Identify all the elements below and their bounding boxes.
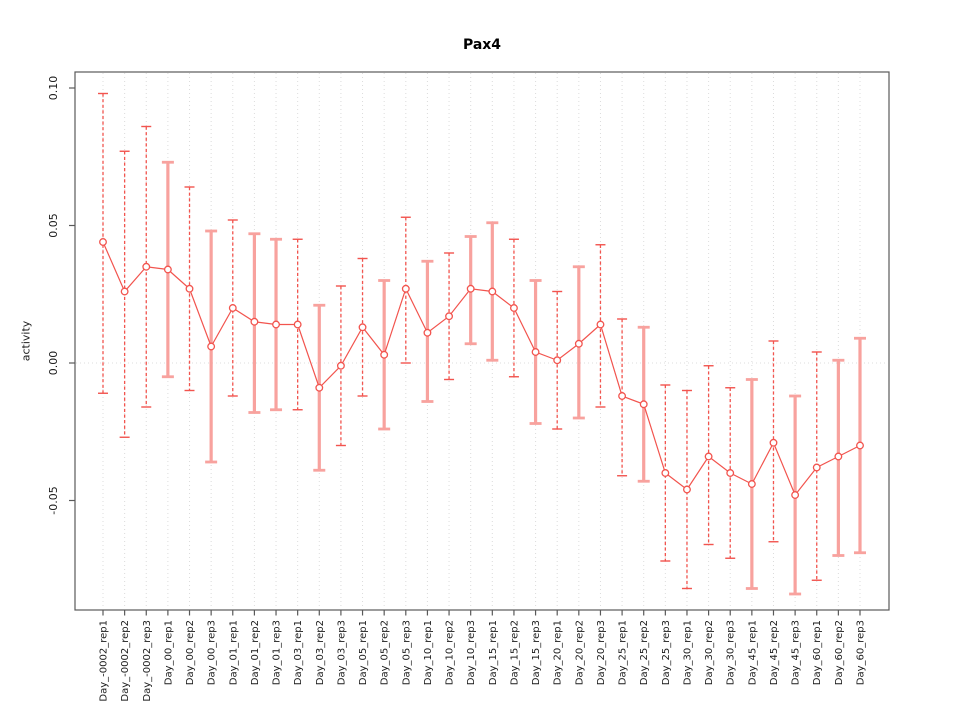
data-point (726, 469, 735, 477)
data-point (336, 361, 345, 370)
data-point (661, 469, 670, 477)
x-tick-label: Day_03_rep3 (336, 620, 347, 685)
x-tick-label: Day_-0002_rep2 (120, 620, 131, 702)
data-point (466, 284, 475, 293)
data-point (142, 262, 151, 271)
x-tick-label: Day_01_rep1 (228, 620, 239, 685)
x-tick-label: Day_30_rep2 (704, 620, 715, 685)
data-point (791, 491, 800, 499)
data-point (120, 287, 129, 296)
y-tick-label: 0.05 (47, 213, 60, 238)
data-point (185, 284, 194, 293)
y-tick-label: -0.05 (47, 486, 60, 514)
data-point (704, 452, 713, 461)
x-tick-label: Day_45_rep1 (747, 620, 758, 685)
data-point (315, 383, 324, 392)
x-tick-label: Day_25_rep3 (661, 620, 672, 685)
x-tick-label: Day_-0002_rep1 (99, 620, 110, 702)
x-tick-label: Day_60_rep3 (856, 620, 867, 685)
data-point (553, 356, 562, 365)
x-tick-label: Day_05_rep1 (358, 620, 369, 685)
x-tick-label: Day_10_rep3 (466, 620, 477, 685)
x-tick-label: Day_00_rep2 (185, 620, 196, 685)
data-point (358, 323, 367, 332)
x-tick-label: Day_25_rep1 (618, 620, 629, 685)
data-point (423, 328, 432, 337)
x-tick-label: Day_05_rep3 (401, 620, 412, 685)
x-tick-label: Day_01_rep2 (250, 620, 261, 685)
data-point (834, 452, 843, 461)
x-tick-label: Day_60_rep2 (834, 620, 845, 685)
x-tick-label: Day_01_rep3 (272, 620, 283, 685)
y-axis-title: activity (19, 320, 33, 362)
series-line (102, 241, 861, 497)
x-tick-label: Day_15_rep3 (531, 620, 542, 685)
y-tick-label: 0.10 (47, 76, 60, 101)
x-tick-label: Day_15_rep2 (509, 620, 520, 685)
x-tick-label: Day_45_rep2 (769, 620, 780, 685)
x-tick-label: Day_00_rep3 (207, 620, 218, 685)
x-tick-label: Day_60_rep1 (812, 620, 823, 685)
data-point (812, 463, 821, 472)
x-tick-label: Day_00_rep1 (163, 620, 174, 685)
data-point (596, 320, 605, 329)
data-point (488, 287, 497, 296)
data-point (401, 284, 410, 293)
data-point (639, 400, 648, 409)
x-tick-label: Day_20_rep3 (596, 620, 607, 685)
x-tick-label: Day_45_rep3 (791, 620, 802, 685)
data-point (272, 320, 280, 329)
data-point (163, 265, 172, 274)
data-point (228, 304, 237, 312)
data-point (380, 350, 389, 359)
data-point (769, 438, 778, 447)
data-point (574, 339, 583, 348)
x-tick-label: Day_10_rep1 (423, 620, 434, 685)
data-point (293, 320, 302, 329)
x-tick-label: Day_25_rep2 (639, 620, 650, 685)
x-tick-label: Day_15_rep1 (488, 620, 499, 685)
x-tick-label: Day_-0002_rep3 (142, 620, 153, 702)
chart-title: Pax4 (462, 37, 502, 53)
data-point (250, 317, 259, 326)
data-point (747, 480, 756, 488)
data-point (509, 304, 518, 312)
x-tick-label: Day_30_rep3 (726, 620, 737, 685)
data-point (207, 342, 216, 351)
x-tick-label: Day_10_rep2 (445, 620, 456, 685)
data-point (99, 238, 107, 246)
data-point (531, 348, 540, 356)
x-tick-label: Day_03_rep2 (315, 620, 326, 685)
data-point (618, 392, 627, 400)
data-point (856, 441, 864, 450)
data-point (683, 485, 691, 494)
y-tick-label: 0.00 (47, 351, 60, 376)
x-tick-label: Day_30_rep1 (682, 620, 693, 685)
x-tick-label: Day_20_rep2 (574, 620, 585, 685)
x-tick-label: Day_03_rep1 (293, 620, 304, 685)
x-tick-label: Day_20_rep1 (553, 620, 564, 685)
plot-border (74, 71, 890, 611)
x-tick-label: Day_05_rep2 (380, 620, 391, 685)
data-point (445, 312, 454, 321)
